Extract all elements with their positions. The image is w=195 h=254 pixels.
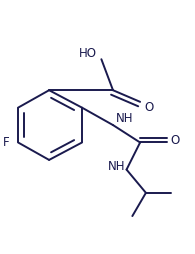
- Text: O: O: [144, 101, 153, 114]
- Text: F: F: [3, 136, 9, 149]
- Text: HO: HO: [79, 47, 97, 60]
- Text: O: O: [170, 134, 179, 147]
- Text: NH: NH: [116, 112, 133, 125]
- Text: NH: NH: [108, 160, 126, 173]
